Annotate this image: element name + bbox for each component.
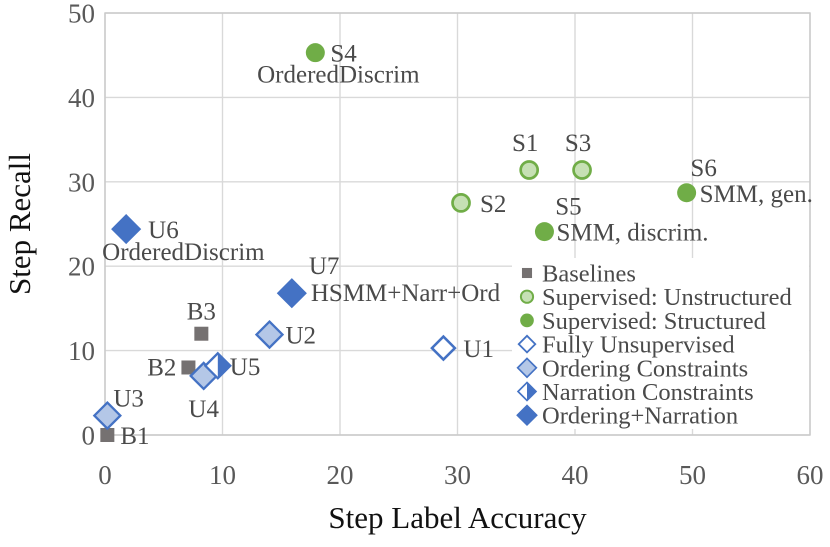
legend-marker-ordering_narration — [516, 404, 538, 427]
point-U6 — [111, 214, 142, 245]
point-label-B3: B3 — [187, 299, 216, 326]
plot-border — [104, 12, 811, 436]
legend-label-fully_unsupervised: Fully Unsupervised — [542, 332, 735, 359]
point-S3 — [572, 160, 592, 180]
point-label-B1: B1 — [120, 423, 149, 450]
y-tick-label: 50 — [68, 0, 95, 29]
point-U5 — [217, 353, 231, 379]
point-sublabel-U6: OrderedDiscrim — [102, 239, 265, 266]
y-tick-label: 10 — [68, 336, 95, 366]
point-B1 — [100, 428, 115, 442]
legend-marker-sup_structured — [520, 313, 534, 328]
point-B2 — [181, 360, 196, 375]
legend-label-ordering: Ordering Constraints — [542, 355, 748, 382]
legend-marker-narration — [527, 382, 536, 401]
x-tick-label: 50 — [679, 460, 706, 490]
y-axis-title: Step Recall — [2, 153, 37, 295]
x-tick-label: 30 — [444, 460, 471, 490]
data-points — [92, 43, 697, 442]
point-label-S2: S2 — [480, 191, 506, 218]
point-U1 — [430, 334, 457, 362]
point-S4 — [305, 43, 325, 63]
x-tick-label: 20 — [327, 460, 354, 490]
y-tick-label: 40 — [68, 83, 95, 113]
point-label-U1: U1 — [463, 336, 494, 363]
y-tick-label: 0 — [82, 421, 96, 451]
point-label-S6: S6 — [690, 155, 716, 182]
point-label-U4: U4 — [188, 396, 219, 423]
point-sublabel-S6: SMM, gen. — [700, 181, 813, 208]
point-label-U7: U7 — [309, 253, 340, 280]
point-label-U3: U3 — [113, 386, 144, 413]
point-label-S5: S5 — [555, 194, 581, 221]
point-label-U5: U5 — [230, 354, 261, 381]
x-tick-label: 10 — [209, 460, 236, 490]
legend-label-ordering_narration: Ordering+Narration — [542, 403, 738, 430]
legend-marker-ordering — [516, 357, 538, 379]
point-label-S1: S1 — [512, 130, 538, 157]
point-S6 — [677, 183, 697, 203]
point-U7 — [276, 278, 307, 309]
point-B3 — [194, 326, 209, 341]
tick-labels: 0 10 20 30 40 50 60 0 10 20 30 40 50 — [68, 0, 824, 490]
point-label-S4: S4 — [330, 41, 357, 68]
y-tick-label: 30 — [68, 167, 95, 197]
legend-label-sup_structured: Supervised: Structured — [542, 308, 766, 335]
x-tick-label: 60 — [797, 460, 824, 490]
legend-marker-baselines — [521, 267, 533, 279]
point-label-U6: U6 — [148, 217, 179, 244]
axis-titles: Step Label Accuracy Step Recall — [2, 153, 587, 535]
legend-marker-sup_unstructured — [519, 289, 535, 304]
legend-label-sup_unstructured: Supervised: Unstructured — [542, 284, 792, 311]
point-S5 — [534, 222, 554, 242]
point-S2 — [451, 193, 471, 213]
point-sublabel-U7: HSMM+Narr+Ord — [311, 280, 501, 307]
legend-marker-fully_unsupervised — [517, 334, 537, 354]
x-tick-label: 0 — [98, 460, 112, 490]
legend-label-baselines: Baselines — [542, 261, 636, 288]
point-sublabel-S4: OrderedDiscrim — [257, 62, 420, 89]
legend-label-narration: Narration Constraints — [542, 379, 754, 406]
point-label-S3: S3 — [565, 130, 591, 157]
point-U3 — [92, 400, 122, 431]
point-sublabel-S5: SMM, discrim. — [556, 220, 708, 247]
legend-background — [512, 258, 809, 429]
point-S1 — [519, 160, 540, 180]
x-tick-label: 40 — [562, 460, 589, 490]
point-label-B2: B2 — [147, 354, 176, 381]
x-axis-title: Step Label Accuracy — [328, 500, 587, 535]
point-U2 — [254, 319, 285, 350]
plot-frame — [104, 12, 811, 436]
point-label-U2: U2 — [286, 323, 317, 350]
y-tick-label: 20 — [68, 252, 95, 282]
